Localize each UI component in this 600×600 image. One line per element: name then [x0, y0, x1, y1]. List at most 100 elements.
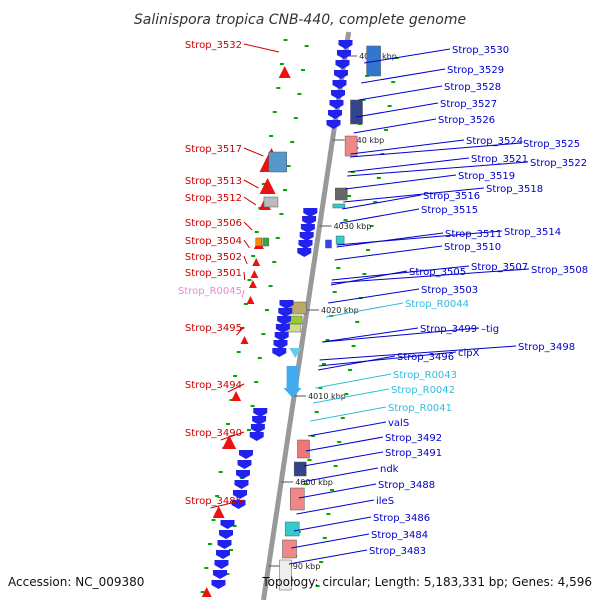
leader-line — [318, 355, 396, 371]
reverse-gene — [299, 232, 314, 241]
leader-line — [296, 499, 375, 515]
forward-gene — [248, 280, 257, 288]
gene-label-right: Strop_3488 — [378, 480, 435, 491]
gene-label-right: Strop_3530 — [452, 45, 509, 56]
reverse-gene — [249, 432, 264, 441]
leader-line — [305, 436, 384, 452]
gene-label-right: Strop_3492 — [385, 433, 442, 444]
gene-block — [279, 559, 292, 591]
gene-label-right: Strop_3522 — [530, 158, 587, 169]
leader-line — [350, 142, 522, 158]
gene-label-left: Strop_3504 — [185, 236, 242, 247]
gene-label-right: ndk — [380, 464, 399, 475]
reverse-gene — [216, 550, 230, 559]
forward-gene — [240, 336, 249, 344]
reverse-gene — [233, 490, 247, 499]
forward-gene — [250, 270, 259, 278]
gene-label-right: Strop_3498 — [518, 342, 575, 353]
gene-block — [293, 461, 307, 477]
kbp-label: 4030 kbp — [334, 222, 372, 231]
gene-label-right: Strop_3518 — [486, 184, 543, 195]
leader-line — [347, 161, 529, 177]
gene-label-left: Strop_3512 — [185, 193, 242, 204]
gene-label-right: Strop_3528 — [444, 82, 501, 93]
forward-gene — [201, 587, 212, 597]
rna-gene — [289, 348, 302, 358]
reverse-gene — [272, 348, 287, 357]
forward-gene — [252, 258, 261, 266]
gene-label-right: Strop_3526 — [438, 115, 495, 126]
reverse-gene — [277, 316, 292, 325]
reverse-gene — [326, 120, 341, 129]
kbp-label: 3990 kbp — [283, 562, 321, 571]
gene-label-right: Strop_R0042 — [391, 385, 455, 396]
gene-label-right: Strop_3511 — [445, 229, 502, 240]
reverse-gene — [220, 520, 235, 529]
accession-text: Accession: NC_009380 — [8, 575, 144, 589]
leader-line — [345, 174, 457, 190]
reverse-gene — [278, 308, 293, 317]
gene-block — [282, 539, 297, 559]
gene-block — [263, 196, 279, 208]
leader-line — [243, 255, 248, 265]
kbp-label: 4010 kbp — [308, 392, 346, 401]
leader-line — [298, 483, 377, 499]
rna-gene — [283, 366, 302, 398]
reverse-gene — [275, 324, 290, 333]
leader-line — [227, 383, 245, 393]
leader-line — [318, 351, 457, 367]
leader-line — [313, 388, 390, 404]
gene-label-right: Strop_3507 — [471, 262, 528, 273]
leader-line — [243, 239, 250, 249]
leader-line — [334, 245, 443, 261]
leader-line — [322, 327, 419, 343]
leader-line — [331, 265, 470, 281]
reverse-gene — [297, 248, 312, 257]
gene-label-right: Strop_3519 — [458, 171, 515, 182]
reverse-gene — [332, 80, 347, 89]
gene-block — [290, 487, 305, 511]
reverse-gene — [219, 530, 233, 539]
reverse-gene — [337, 50, 351, 59]
gene-label-right: clpX — [458, 348, 480, 359]
gene-label-left: Strop_3501 — [185, 268, 242, 279]
reverse-gene — [298, 240, 313, 249]
reverse-gene — [252, 416, 267, 425]
leader-line — [236, 326, 245, 336]
gene-block — [344, 135, 358, 157]
gene-label-right: Strop_3499 — [420, 324, 477, 335]
gene-label-left: Strop_3495 — [185, 323, 242, 334]
forward-gene — [222, 435, 237, 449]
reverse-gene — [253, 408, 268, 417]
gene-label-right: Strop_3505 — [409, 267, 466, 278]
leader-line — [343, 187, 485, 203]
gene-label-right: Strop_3496 — [397, 352, 454, 363]
reverse-gene — [217, 540, 232, 549]
gene-label-right: Strop_3521 — [471, 154, 528, 165]
leader-line — [330, 270, 408, 286]
reverse-gene — [302, 216, 317, 225]
leader-line — [291, 533, 370, 549]
leader-line — [342, 194, 422, 210]
gene-label-right: valS — [388, 418, 409, 429]
gene-label-right: Strop_3503 — [421, 285, 478, 296]
leader-line — [303, 451, 384, 467]
leader-line — [243, 196, 257, 206]
leader-line — [364, 48, 451, 64]
reverse-gene — [303, 208, 318, 217]
gene-block — [268, 151, 287, 173]
leader-line — [310, 406, 387, 422]
leader-line — [361, 68, 446, 84]
gene-label-right: Strop_R0044 — [405, 299, 469, 310]
gene-label-left: Strop_3532 — [185, 40, 242, 51]
forward-gene — [246, 296, 255, 304]
reverse-gene — [234, 480, 249, 489]
gene-label-right: –tig — [481, 324, 499, 335]
gene-label-left: Strop_3506 — [185, 218, 242, 229]
gene-label-left: Strop_3513 — [185, 176, 242, 187]
reverse-gene — [328, 110, 342, 119]
gene-label-left: Strop_3502 — [185, 252, 242, 263]
gene-block — [325, 239, 332, 249]
kbp-label: 4040 kbp — [347, 136, 385, 145]
